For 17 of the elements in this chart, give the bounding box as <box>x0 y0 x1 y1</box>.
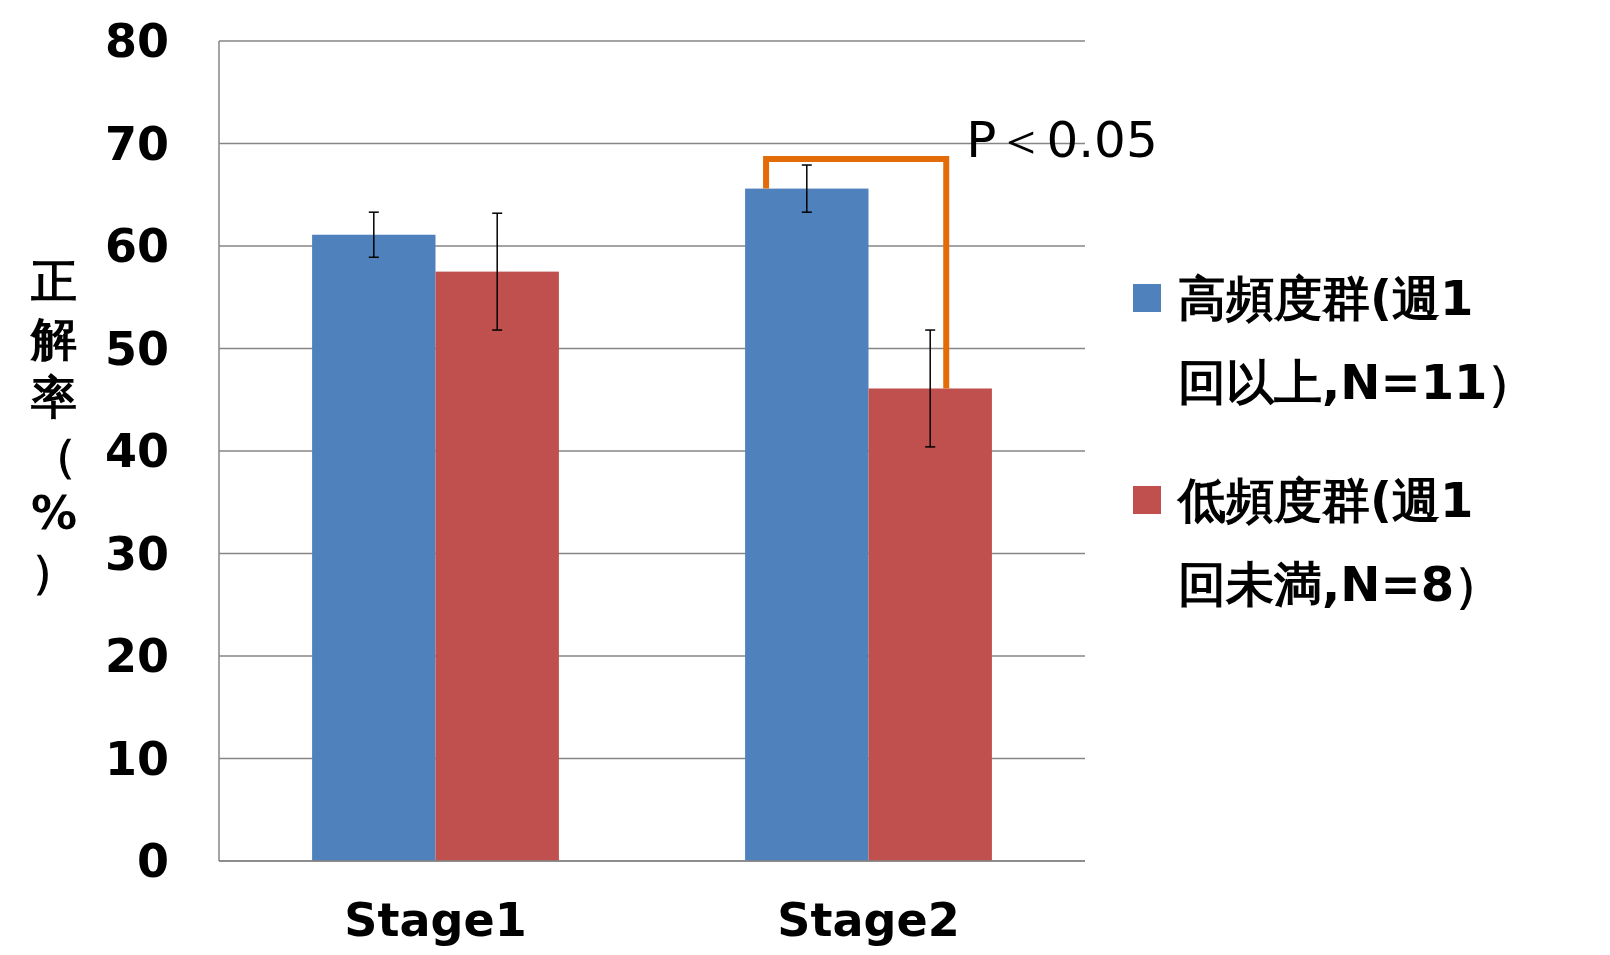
y-tick-label: 30 <box>104 526 169 581</box>
y-tick-label: 40 <box>104 424 169 478</box>
y-tick-label: 80 <box>104 14 169 68</box>
y-tick-label: 20 <box>104 629 169 683</box>
bar <box>312 234 436 861</box>
x-tick-label: Stage2 <box>777 893 960 947</box>
y-axis-title: 正解率（%） <box>29 254 78 598</box>
y-tick-label: 70 <box>104 116 169 171</box>
legend-label: 低頻度群(週1回未満,N=8） <box>1176 472 1503 612</box>
annotation: P＜0.05 <box>966 111 1158 170</box>
y-tick-label: 50 <box>104 321 169 376</box>
x-tick-label: Stage1 <box>344 893 527 947</box>
y-tick-label: 0 <box>136 834 169 888</box>
bar <box>435 271 559 861</box>
y-tick-label: 60 <box>104 219 169 273</box>
legend-label: 高頻度群(週1回以上,N=11） <box>1178 270 1536 410</box>
y-tick-label: 10 <box>104 731 169 786</box>
